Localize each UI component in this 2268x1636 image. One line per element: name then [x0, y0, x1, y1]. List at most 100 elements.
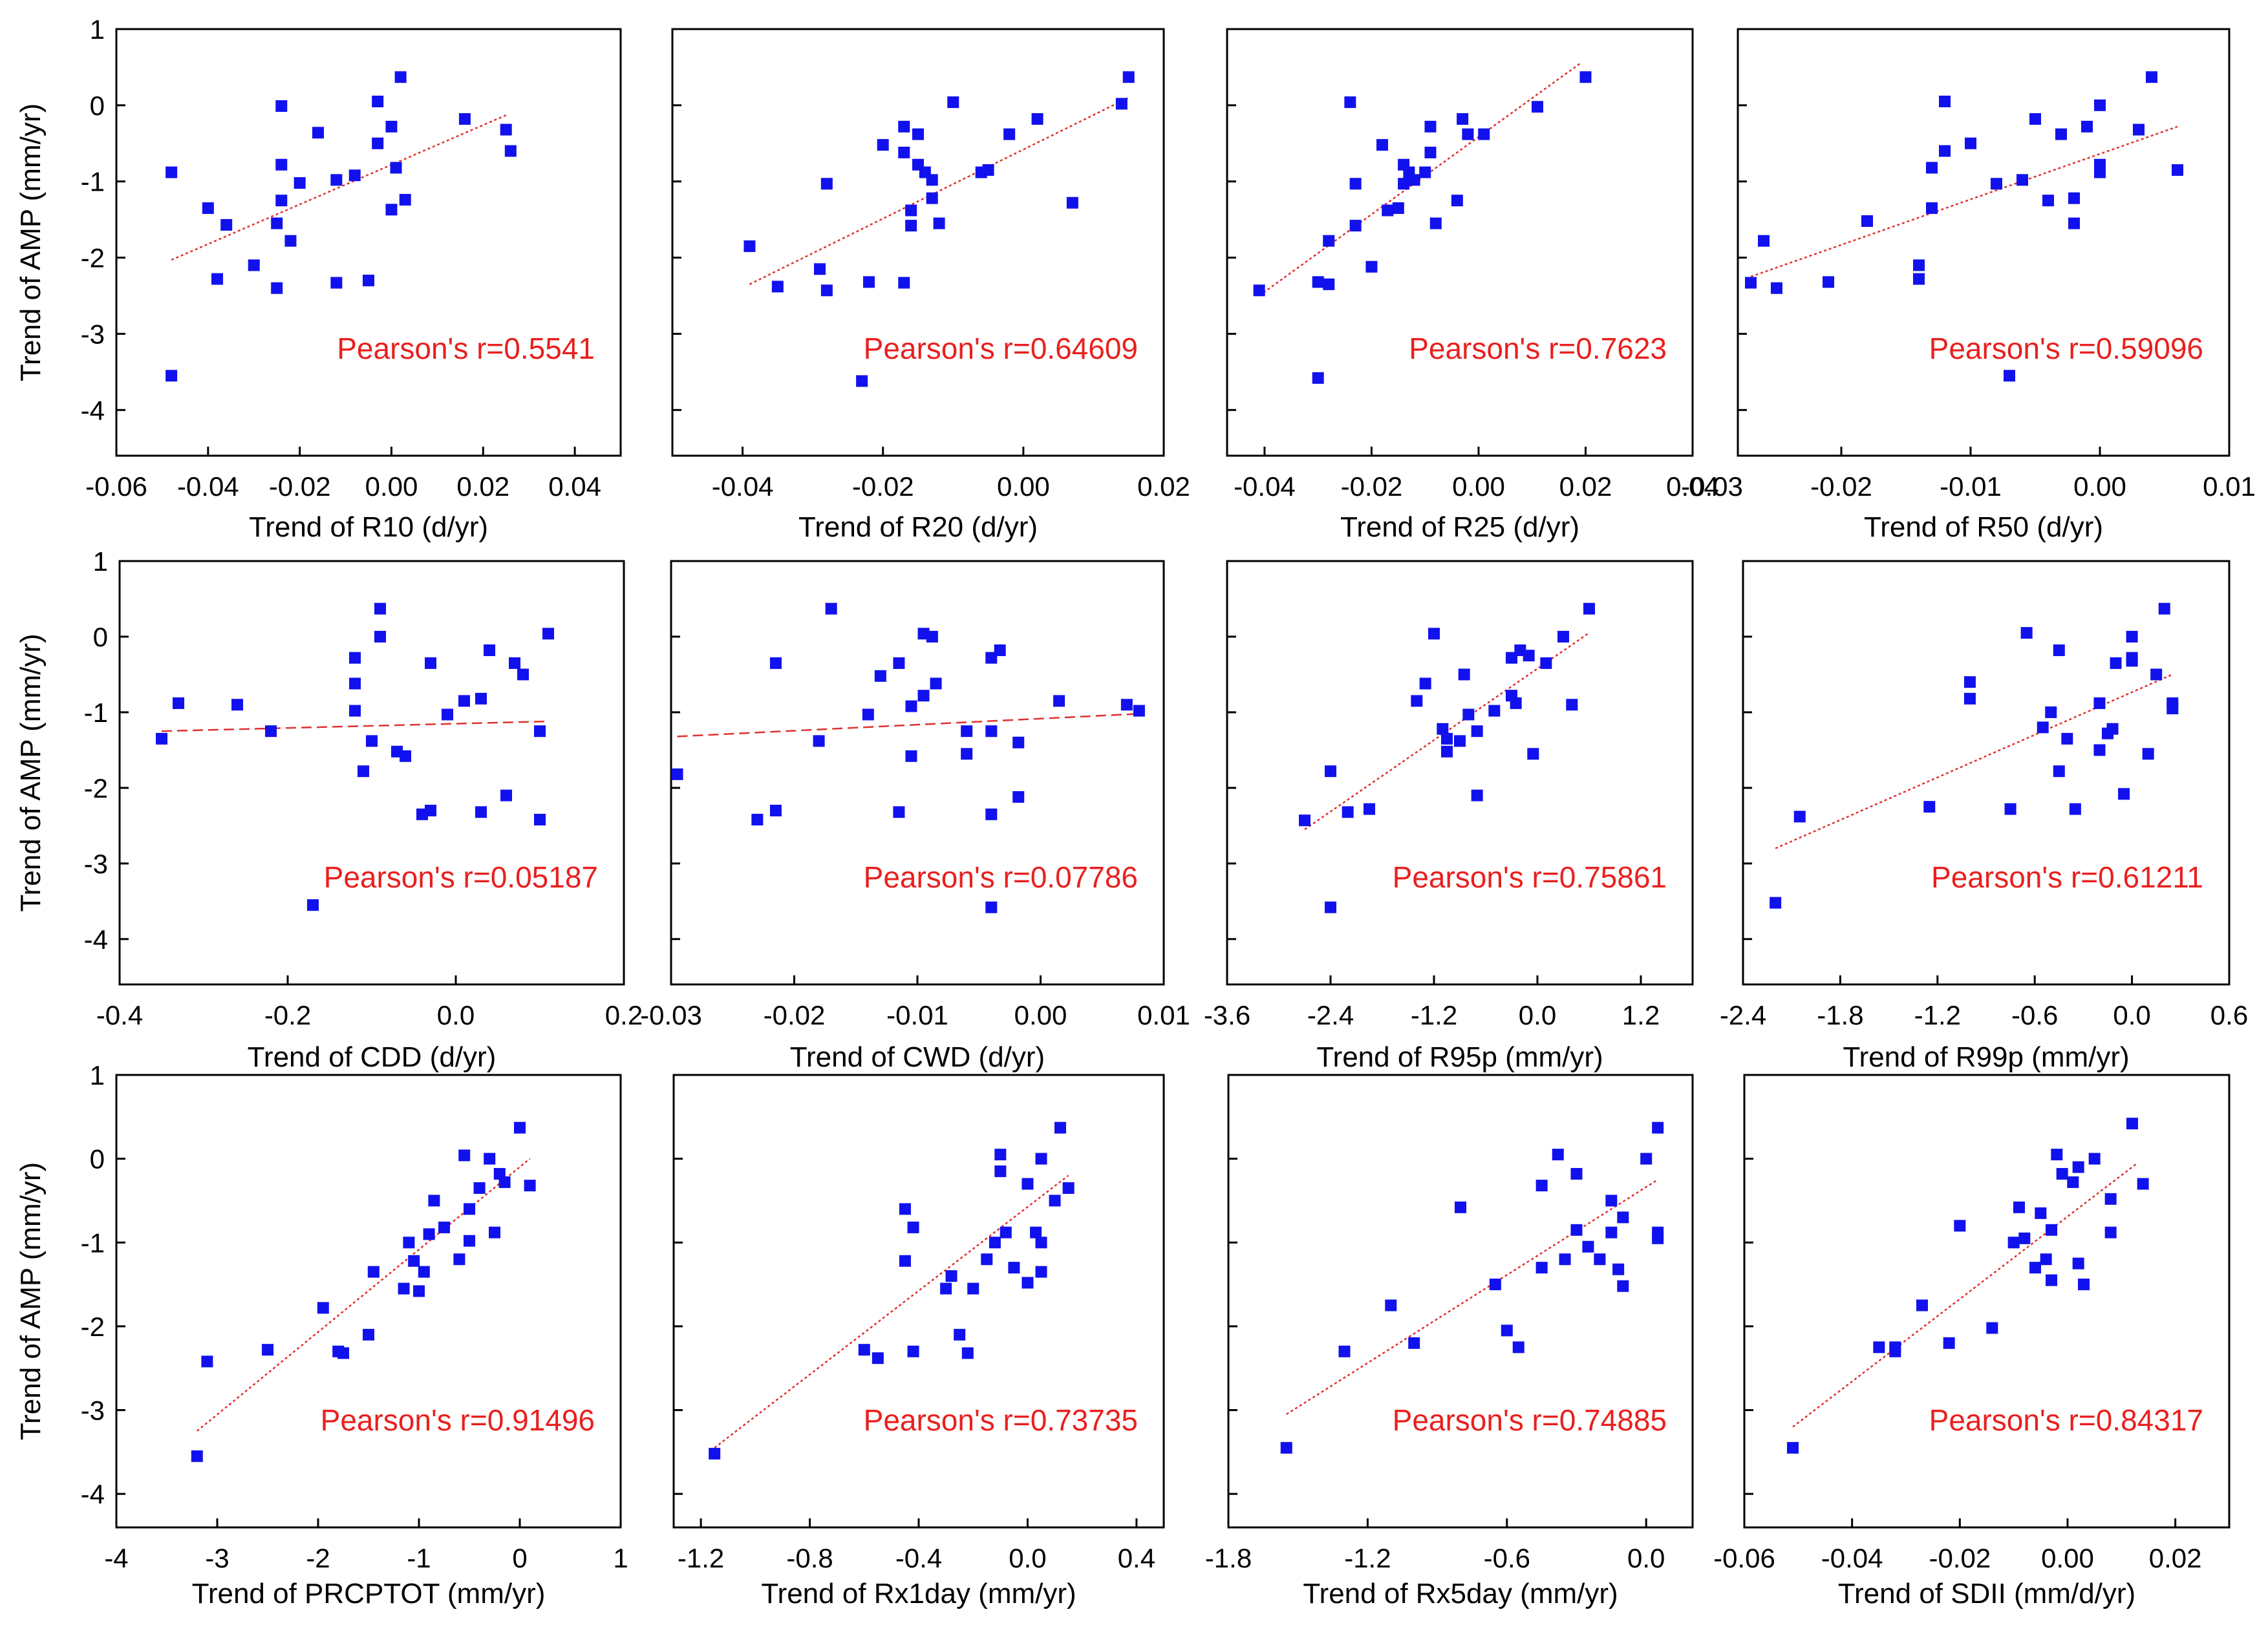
data-point: [2093, 697, 2106, 709]
y-tick-label: -1: [81, 167, 105, 197]
x-tick-label: -3.6: [1204, 1000, 1250, 1030]
x-axis-title: Trend of CWD (d/yr): [790, 1041, 1045, 1073]
data-point: [820, 178, 833, 190]
data-point: [820, 284, 833, 297]
data-point: [1501, 1324, 1513, 1337]
data-point: [1133, 705, 1145, 717]
data-point: [1943, 1337, 1955, 1349]
data-point: [464, 1235, 475, 1247]
data-point: [1510, 697, 1522, 709]
data-point: [500, 789, 512, 802]
pearson-annotation: Pearson's r=0.07786: [864, 860, 1138, 894]
scatter-panel: -0.04 -0.02 0.00 0.02 0.04 Trend of R25 (d/yr…: [1226, 28, 1719, 543]
data-point: [905, 700, 917, 712]
plot-frame: [1226, 560, 1694, 986]
y-tick-label: 1: [90, 1060, 105, 1090]
data-point: [1963, 692, 1976, 705]
data-point: [403, 1237, 415, 1249]
data-point: [498, 1176, 511, 1188]
data-point: [1349, 178, 1362, 190]
pearson-annotation: Pearson's r=0.7623: [1409, 332, 1667, 365]
x-axis-title: Trend of R10 (d/yr): [249, 511, 488, 543]
plot-frame: [118, 560, 625, 986]
data-point: [2072, 1257, 2084, 1269]
data-point: [166, 166, 178, 178]
data-point: [985, 808, 998, 820]
data-point: [211, 273, 223, 285]
data-point: [2118, 788, 2130, 800]
data-point: [1419, 166, 1431, 178]
x-tick-label: 0: [512, 1543, 527, 1573]
data-point: [1861, 215, 1873, 227]
scatter-panel: 1 0 -1 -2 -3 -4 -0.06 -0.04 -0.02 0.00 0.02 0.04 Tre…: [15, 14, 622, 543]
data-point: [1939, 145, 1951, 157]
data-point: [372, 95, 384, 107]
data-point: [2094, 166, 2106, 178]
data-point: [1471, 789, 1483, 802]
data-point: [275, 100, 288, 112]
x-tick-label: 0.02: [1137, 471, 1190, 502]
scatter-panel: -2.4 -1.8 -1.2 -0.6 0.0 0.6 Trend of R99p (mm/…: [1720, 560, 2248, 1073]
pearson-annotation: Pearson's r=0.64609: [864, 332, 1138, 365]
data-point: [166, 370, 178, 382]
data-point: [994, 1165, 1007, 1178]
y-tick-label: -2: [81, 243, 105, 273]
x-tick-label: 0.02: [1559, 471, 1612, 502]
x-tick-label: 0.04: [1666, 471, 1719, 502]
data-point: [1120, 699, 1133, 711]
x-axis-title: Trend of R20 (d/yr): [798, 511, 1038, 543]
x-tick-label: -0.04: [177, 471, 239, 502]
x-axis-title: Trend of Rx5day (mm/yr): [1303, 1578, 1618, 1609]
x-tick-label: -0.4: [895, 1543, 942, 1573]
x-tick-label: -0.04: [712, 471, 774, 502]
data-point: [1424, 146, 1437, 158]
data-point: [1458, 668, 1470, 681]
data-point: [2004, 803, 2017, 815]
data-point: [1594, 1253, 1606, 1266]
data-point: [473, 1182, 486, 1194]
data-point: [2126, 1118, 2138, 1130]
x-tick-label: -0.4: [96, 1000, 143, 1030]
data-point: [1455, 1201, 1466, 1213]
data-point: [2126, 630, 2138, 643]
plot-frame: [1227, 1074, 1694, 1529]
data-point: [961, 725, 973, 738]
data-point: [442, 708, 453, 721]
data-point: [284, 235, 297, 247]
data-point: [1652, 1226, 1664, 1238]
data-point: [989, 1237, 1001, 1249]
data-point: [509, 657, 520, 669]
data-point: [751, 814, 764, 826]
data-point: [2020, 627, 2033, 639]
data-point: [1617, 1280, 1629, 1292]
data-point: [1535, 1262, 1548, 1274]
regression-line: [171, 114, 507, 261]
x-tick-label: -0.02: [852, 471, 914, 502]
data-point: [825, 602, 837, 615]
y-tick-label: -2: [81, 1312, 105, 1342]
data-point: [1640, 1153, 1653, 1165]
data-point: [1570, 1224, 1583, 1236]
data-point: [428, 1195, 440, 1207]
y-tick-label: 0: [90, 1144, 105, 1174]
x-tick-label: 0.0: [2113, 1000, 2150, 1030]
data-point: [1066, 197, 1078, 209]
data-point: [1392, 202, 1404, 214]
data-point: [202, 202, 214, 214]
data-point: [231, 699, 243, 711]
data-point: [2067, 1176, 2079, 1188]
scatter-panel: -1.8 -1.2 -0.6 0.0 Trend of Rx5day (mm/yr) Pe…: [1205, 1074, 1694, 1609]
data-point: [1035, 1266, 1047, 1278]
data-point: [330, 277, 343, 289]
x-tick-label: -0.2: [264, 1000, 311, 1030]
data-point: [500, 123, 512, 136]
data-point: [1437, 723, 1449, 735]
data-point: [813, 735, 825, 747]
data-point: [1512, 1341, 1524, 1354]
data-point: [418, 1266, 430, 1278]
x-tick-label: -1.2: [1344, 1543, 1391, 1573]
x-tick-label: -0.6: [2011, 1000, 2058, 1030]
data-point: [398, 1282, 410, 1295]
data-point: [1605, 1226, 1618, 1238]
